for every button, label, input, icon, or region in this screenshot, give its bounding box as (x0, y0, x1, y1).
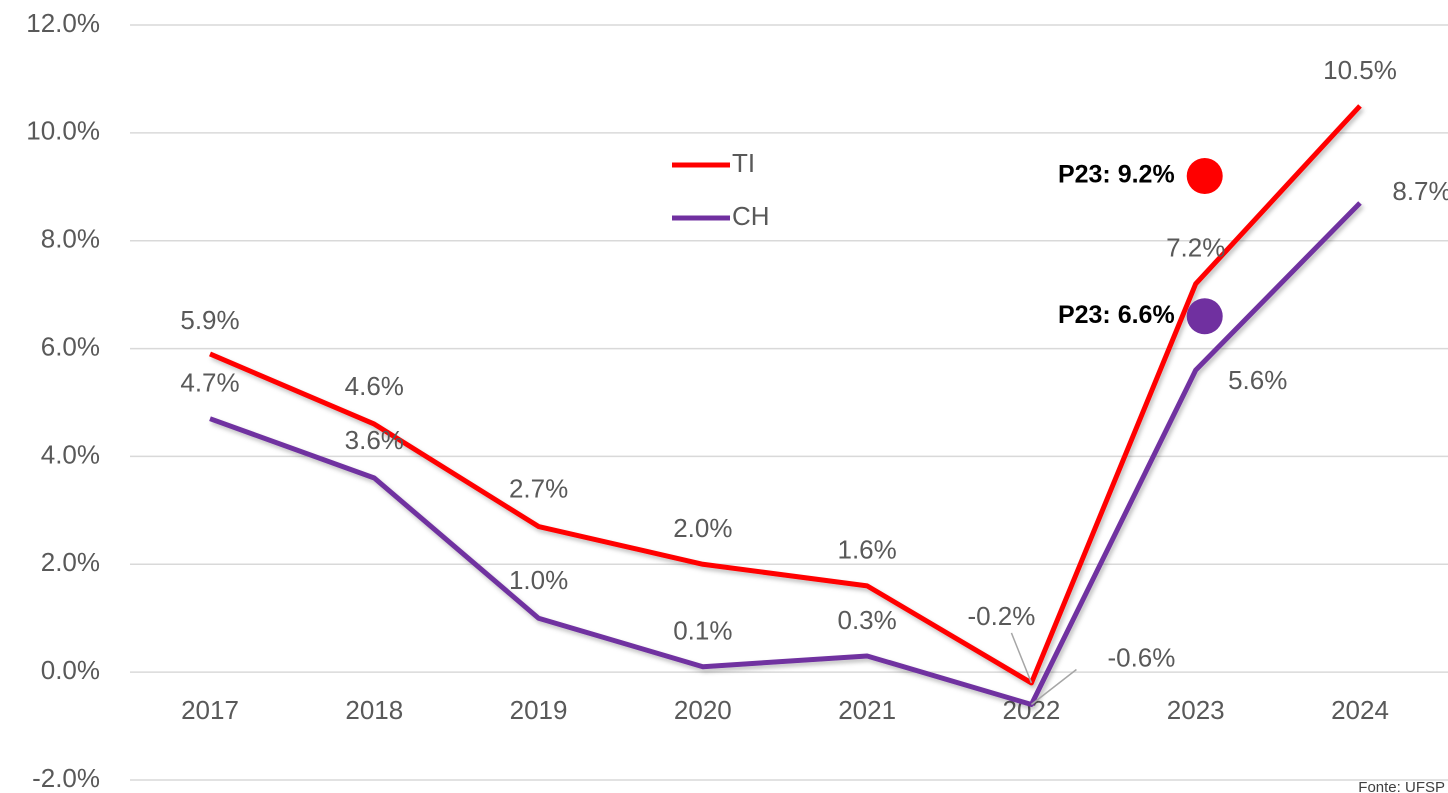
data-label: 1.6% (838, 535, 897, 565)
data-label: 5.6% (1228, 365, 1287, 395)
leader-line (1010, 632, 1033, 684)
annotation-label: P23: 9.2% (1058, 161, 1175, 189)
leader-line (1030, 668, 1077, 706)
annotation-label: P23: 6.6% (1058, 301, 1175, 329)
data-label: 7.2% (1166, 233, 1225, 263)
x-tick-label: 2021 (838, 695, 896, 725)
x-tick-label: 2024 (1331, 695, 1389, 725)
x-tick-label: 2020 (674, 695, 732, 725)
x-tick-label: 2018 (345, 695, 403, 725)
x-tick-label: 2019 (510, 695, 568, 725)
y-tick-label: 12.0% (26, 8, 100, 38)
data-label: 8.7% (1392, 176, 1448, 206)
data-label: 4.7% (180, 368, 239, 398)
y-tick-label: 2.0% (41, 547, 100, 577)
y-tick-label: 6.0% (41, 331, 100, 361)
data-label: 4.6% (345, 371, 404, 401)
data-label: 3.6% (345, 425, 404, 455)
legend-label: CH (732, 201, 770, 231)
legend-label: TI (732, 148, 755, 178)
source: Fonte: UFSP (1358, 779, 1445, 793)
data-label: 0.1% (673, 616, 732, 646)
x-tick-label: 2023 (1167, 695, 1225, 725)
data-label: -0.6% (1107, 642, 1175, 672)
annotation-dot (1186, 298, 1223, 335)
data-label: 2.7% (509, 473, 568, 503)
data-label: 5.9% (180, 305, 239, 335)
line-series (209, 104, 1362, 686)
y-tick-label: -2.0% (32, 763, 100, 793)
data-label: 2.0% (673, 513, 732, 543)
y-tick-label: 8.0% (41, 224, 100, 254)
x-tick-label: 2017 (181, 695, 239, 725)
data-label: 10.5% (1323, 55, 1397, 85)
y-tick-label: 10.0% (26, 116, 100, 146)
line-series (209, 201, 1362, 707)
data-label: 0.3% (838, 605, 897, 635)
y-tick-label: 0.0% (41, 655, 100, 685)
y-tick-label: 4.0% (41, 439, 100, 469)
data-label: -0.2% (967, 601, 1035, 631)
data-label: 1.0% (509, 565, 568, 595)
annotation-dot (1186, 158, 1223, 194)
